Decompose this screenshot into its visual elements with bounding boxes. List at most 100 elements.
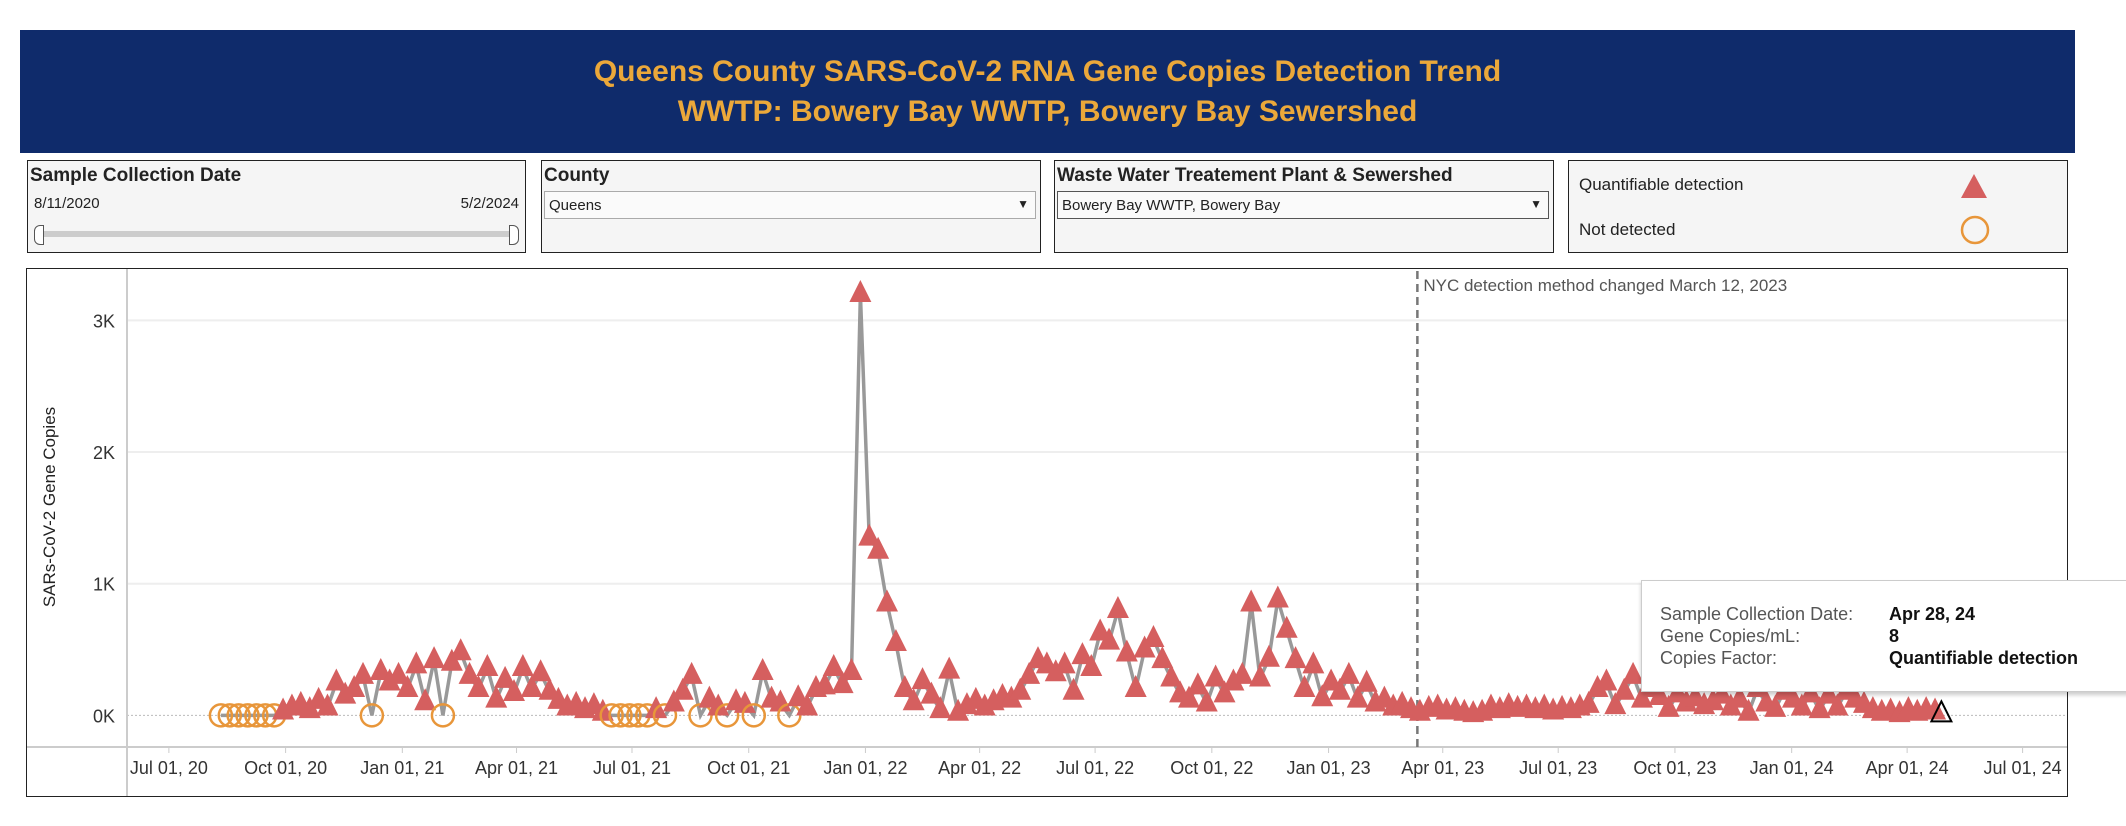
quantifiable-point — [467, 675, 490, 698]
tooltip-copies-label: Gene Copies/mL: — [1660, 626, 1801, 646]
quantifiable-point — [929, 696, 952, 719]
chevron-down-icon: ▼ — [1017, 197, 1029, 211]
wwtp-value: Bowery Bay WWTP, Bowery Bay — [1062, 197, 1281, 214]
x-tick-label: Jan 01, 21 — [360, 758, 444, 778]
quantifiable-point — [1115, 639, 1138, 662]
quantifiable-point — [1622, 661, 1645, 684]
quantifiable-point — [458, 661, 481, 684]
date-range-slider[interactable] — [38, 231, 515, 237]
quantifiable-point — [1595, 668, 1618, 691]
county-dropdown[interactable]: Queens ▼ — [544, 191, 1036, 219]
quantifiable-point — [884, 628, 907, 651]
quantifiable-point — [751, 657, 774, 680]
triangle-icon — [1961, 174, 1987, 198]
quantifiable-point — [476, 653, 499, 676]
quantifiable-point — [423, 646, 446, 669]
quantifiable-point — [369, 657, 392, 680]
quantifiable-point — [511, 653, 534, 676]
quantifiable-point — [1240, 589, 1263, 612]
quantifiable-point — [1106, 596, 1129, 619]
quantifiable-point — [1710, 681, 1733, 704]
quantifiable-point — [387, 661, 410, 684]
quantifiable-point — [733, 690, 756, 713]
y-axis-label: SARs-CoV-2 Gene Copies — [40, 407, 59, 607]
quantifiable-point — [351, 661, 374, 684]
quantifiable-point — [813, 672, 836, 695]
quantifiable-point — [1293, 675, 1316, 698]
quantifiable-point — [1790, 693, 1813, 716]
quantifiable-point — [502, 679, 525, 702]
quantifiable-point — [520, 675, 543, 698]
quantifiable-point — [1613, 677, 1636, 700]
quantifiable-point — [849, 280, 872, 303]
x-tick-label: Jul 01, 24 — [1984, 758, 2062, 778]
legend-item-quantifiable: Quantifiable detection — [1579, 175, 1744, 194]
quantifiable-point — [378, 668, 401, 691]
tooltip-factor-value: Quantifiable detection — [1889, 648, 2079, 668]
quantifiable-point — [796, 693, 819, 716]
tooltip-date-value: Apr 28, 24 — [1889, 604, 1976, 624]
x-tick-label: Jan 01, 23 — [1287, 758, 1371, 778]
slider-start-handle[interactable] — [34, 225, 44, 245]
x-tick-label: Oct 01, 22 — [1170, 758, 1253, 778]
not-detected-point — [235, 703, 260, 728]
quantifiable-point — [1231, 661, 1254, 684]
quantifiable-point — [1160, 664, 1183, 687]
chevron-down-icon: ▼ — [1530, 197, 1542, 211]
quantifiable-point — [1826, 693, 1849, 716]
quantifiable-point — [316, 693, 339, 716]
quantifiable-point — [1266, 585, 1289, 608]
quantifiable-point — [893, 675, 916, 698]
quantifiable-point — [334, 681, 357, 704]
quantifiable-point — [707, 693, 730, 716]
quantifiable-point — [1648, 682, 1671, 705]
quantifiable-point — [1702, 688, 1725, 711]
quantifiable-point — [1124, 675, 1147, 698]
quantifiable-point — [911, 667, 934, 690]
quantifiable-point — [396, 675, 419, 698]
selected-point — [1929, 699, 1954, 723]
quantifiable-point — [1018, 661, 1041, 684]
quantifiable-point — [1284, 646, 1307, 669]
quantifiable-point — [1577, 690, 1600, 713]
quantifiable-point — [1302, 651, 1325, 674]
y-tick-label: 1K — [93, 575, 115, 595]
quantifiable-point — [1355, 669, 1378, 692]
legend: Quantifiable detection Not detected — [1568, 160, 2068, 253]
quantifiable-point — [1586, 675, 1609, 698]
tooltip-factor-label: Copies Factor: — [1660, 648, 1778, 668]
not-detected-point — [741, 703, 767, 728]
quantifiable-point — [1604, 692, 1627, 715]
quantifiable-point — [405, 651, 428, 674]
y-tick-label: 3K — [93, 311, 115, 331]
quantifiable-point — [1275, 615, 1298, 638]
quantifiable-point — [1924, 697, 1947, 720]
wwtp-dropdown[interactable]: Bowery Bay WWTP, Bowery Bay ▼ — [1057, 191, 1549, 219]
dashboard-header: Queens County SARS-CoV-2 RNA Gene Copies… — [20, 30, 2075, 153]
x-tick-label: Jan 01, 22 — [823, 758, 907, 778]
legend-item-not-detected: Not detected — [1579, 220, 1676, 239]
x-tick-label: Jul 01, 21 — [593, 758, 671, 778]
quantifiable-point — [1080, 653, 1103, 676]
x-tick-label: Oct 01, 20 — [244, 758, 327, 778]
quantifiable-point — [1737, 698, 1760, 721]
quantifiable-point — [449, 638, 472, 661]
tooltip-copies-value: 8 — [1889, 626, 1900, 646]
slider-end-handle[interactable] — [509, 225, 519, 245]
x-tick-label: Apr 01, 24 — [1866, 758, 1949, 778]
quantifiable-point — [938, 656, 961, 679]
county-filter-label: County — [544, 165, 610, 186]
quantifiable-point — [1728, 685, 1751, 708]
county-filter: County Queens ▼ — [541, 160, 1041, 253]
wwtp-filter: Waste Water Treatement Plant & Sewershed… — [1054, 160, 1554, 253]
not-detected-point — [226, 703, 251, 728]
date-filter: Sample Collection Date 8/11/2020 5/2/202… — [27, 160, 526, 253]
quantifiable-point — [1337, 661, 1360, 684]
x-tick-label: Jul 01, 22 — [1056, 758, 1134, 778]
quantifiable-point — [1257, 644, 1280, 667]
not-detected-point — [244, 703, 269, 728]
chart-frame: SARs-CoV-2 Gene Copies 0K 1K 2K 3K Jul 01, 2… — [26, 268, 2068, 797]
x-tick-label: Jul 01, 23 — [1519, 758, 1597, 778]
quantifiable-point — [858, 523, 881, 546]
x-tick-label: Apr 01, 22 — [938, 758, 1021, 778]
